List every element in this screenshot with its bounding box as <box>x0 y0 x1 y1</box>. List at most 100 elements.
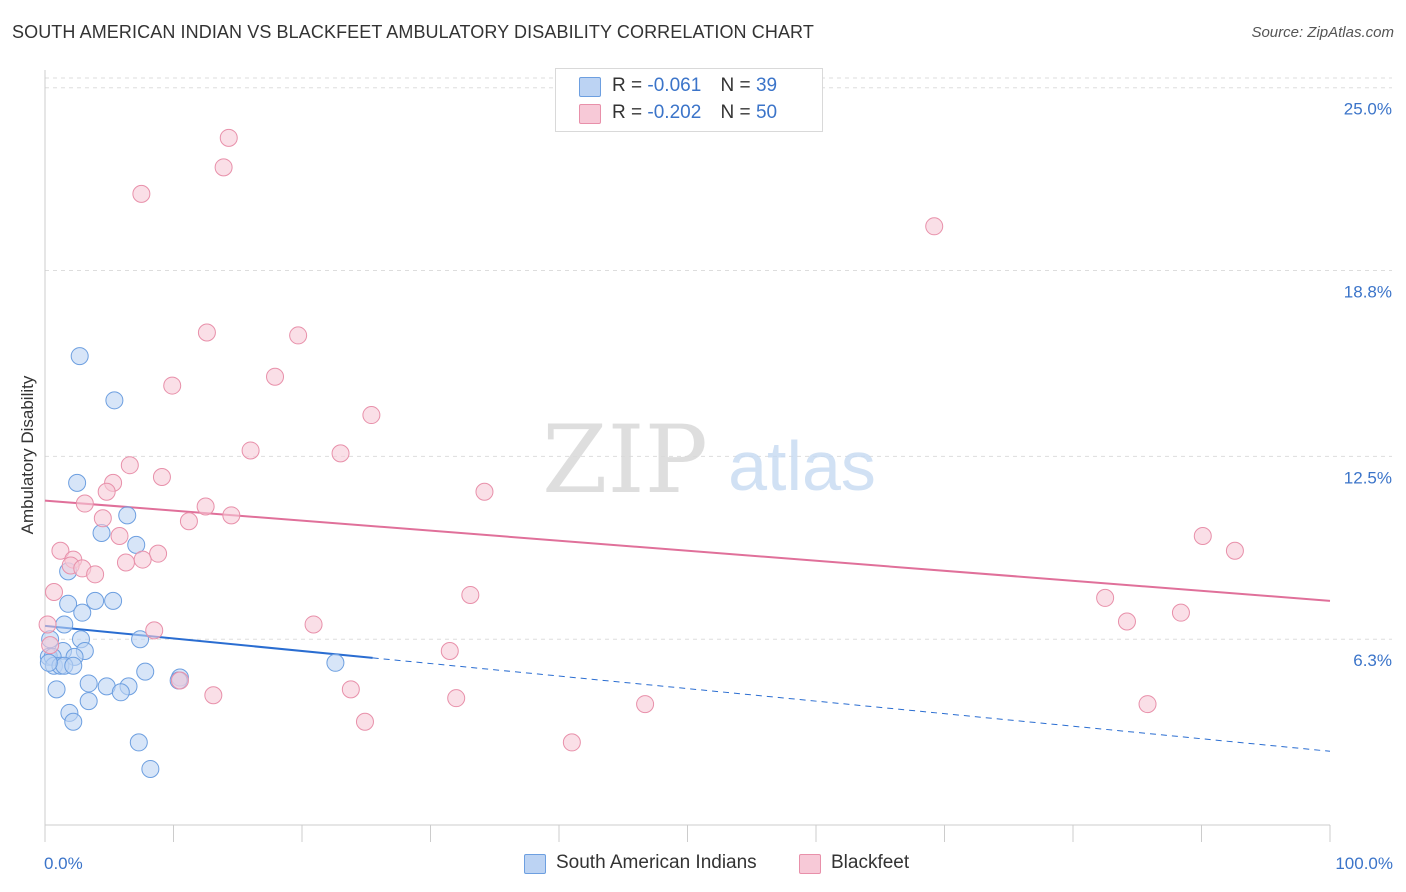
point-blackfeet <box>562 733 581 752</box>
point-blackfeet <box>355 712 374 731</box>
legend-swatch-blue <box>579 77 601 97</box>
legend-swatch-pink <box>579 104 601 124</box>
correlation-legend: R = -0.061 N = 39 R = -0.202 N = 50 <box>555 68 823 132</box>
y-tick-label: 25.0% <box>1344 100 1392 119</box>
point-blackfeet <box>636 695 655 714</box>
x-tick-label: 0.0% <box>44 854 83 873</box>
point-blackfeet <box>331 444 350 463</box>
point-blackfeet <box>341 680 360 699</box>
point-blackfeet <box>1193 526 1212 545</box>
point-blackfeet <box>1225 541 1244 560</box>
point-blackfeet <box>241 441 260 460</box>
legend-r-value: -0.061 <box>647 75 702 96</box>
point-south-american-indians <box>73 603 92 622</box>
watermark-zip: ZIP <box>542 406 708 515</box>
point-south-american-indians <box>79 692 98 711</box>
point-blackfeet <box>152 467 171 486</box>
point-blackfeet <box>75 494 94 513</box>
point-south-american-indians <box>326 653 345 672</box>
point-south-american-indians <box>86 591 105 610</box>
point-south-american-indians <box>68 473 87 492</box>
point-blackfeet <box>41 636 60 655</box>
point-south-american-indians <box>104 591 123 610</box>
point-south-american-indians <box>111 683 130 702</box>
point-blackfeet <box>204 686 223 705</box>
trend-lines <box>44 499 1331 752</box>
point-blackfeet <box>214 158 233 177</box>
point-blackfeet <box>44 583 63 602</box>
point-blackfeet <box>133 550 152 569</box>
point-blackfeet <box>289 326 308 345</box>
bottom-legend-swatch-pink <box>799 854 821 874</box>
point-south-american-indians <box>70 347 89 366</box>
legend-n-label: N = <box>720 102 751 123</box>
point-south-american-indians <box>59 594 78 613</box>
point-south-american-indians <box>118 506 137 525</box>
point-blackfeet <box>461 585 480 604</box>
legend-n-value: 39 <box>755 75 778 96</box>
axes <box>44 70 1331 842</box>
point-blackfeet <box>179 512 198 531</box>
point-blackfeet <box>1096 588 1115 607</box>
point-blackfeet <box>51 541 70 560</box>
point-south-american-indians <box>39 653 58 672</box>
y-tick-label: 12.5% <box>1344 468 1392 487</box>
legend-r-value: -0.202 <box>647 102 702 123</box>
legend-row-south-american-indians: R = -0.061 N = 39 <box>579 75 778 97</box>
data-points <box>38 128 1244 778</box>
point-blackfeet <box>196 497 215 516</box>
watermark-atlas: atlas <box>728 427 876 505</box>
point-blackfeet <box>197 323 216 342</box>
legend-n-value: 50 <box>755 102 778 123</box>
point-south-american-indians <box>105 391 124 410</box>
point-blackfeet <box>219 128 238 147</box>
point-blackfeet <box>304 615 323 634</box>
point-south-american-indians <box>64 712 83 731</box>
point-blackfeet <box>132 184 151 203</box>
trend-line-blackfeet <box>44 499 1331 602</box>
legend-r-label: R = <box>612 75 643 96</box>
point-blackfeet <box>38 615 57 634</box>
point-blackfeet <box>1117 612 1136 631</box>
point-blackfeet <box>93 509 112 528</box>
point-blackfeet <box>440 641 459 660</box>
point-blackfeet <box>1171 603 1190 622</box>
watermark: ZIP atlas <box>542 406 876 515</box>
point-blackfeet <box>86 565 105 584</box>
point-south-american-indians <box>55 615 74 634</box>
point-south-american-indians <box>47 680 66 699</box>
point-blackfeet <box>475 482 494 501</box>
tick-labels: 6.3% 12.5% 18.8% 25.0% 0.0% 100.0% <box>44 100 1393 873</box>
point-blackfeet <box>170 671 189 690</box>
bottom-legend-blackfeet: Blackfeet <box>799 852 909 874</box>
point-south-american-indians <box>79 674 98 693</box>
point-blackfeet <box>222 506 241 525</box>
point-south-american-indians <box>141 759 160 778</box>
legend-r-label: R = <box>612 102 643 123</box>
source-label: Source: ZipAtlas.com <box>1251 24 1394 41</box>
chart-title: SOUTH AMERICAN INDIAN VS BLACKFEET AMBUL… <box>12 22 814 42</box>
point-blackfeet <box>163 376 182 395</box>
point-south-american-indians <box>136 662 155 681</box>
point-blackfeet <box>266 367 285 386</box>
point-blackfeet <box>145 621 164 640</box>
legend-n-label: N = <box>720 75 751 96</box>
y-tick-label: 18.8% <box>1344 283 1392 302</box>
bottom-legend-south-american-indians: South American Indians <box>524 852 757 874</box>
point-blackfeet <box>925 217 944 236</box>
point-blackfeet <box>120 456 139 475</box>
x-tick-label: 100.0% <box>1335 854 1393 873</box>
point-south-american-indians <box>129 733 148 752</box>
gridlines <box>45 77 1392 640</box>
trend-line-south-american-indians <box>44 624 373 659</box>
point-blackfeet <box>362 406 381 425</box>
legend-row-blackfeet: R = -0.202 N = 50 <box>579 102 778 124</box>
point-south-american-indians <box>64 656 83 675</box>
point-blackfeet <box>116 553 135 572</box>
point-south-american-indians <box>131 630 150 649</box>
point-blackfeet <box>110 526 129 545</box>
bottom-legend-label: Blackfeet <box>831 852 910 873</box>
bottom-legend-label: South American Indians <box>556 852 757 873</box>
bottom-legend-swatch-blue <box>524 854 546 874</box>
